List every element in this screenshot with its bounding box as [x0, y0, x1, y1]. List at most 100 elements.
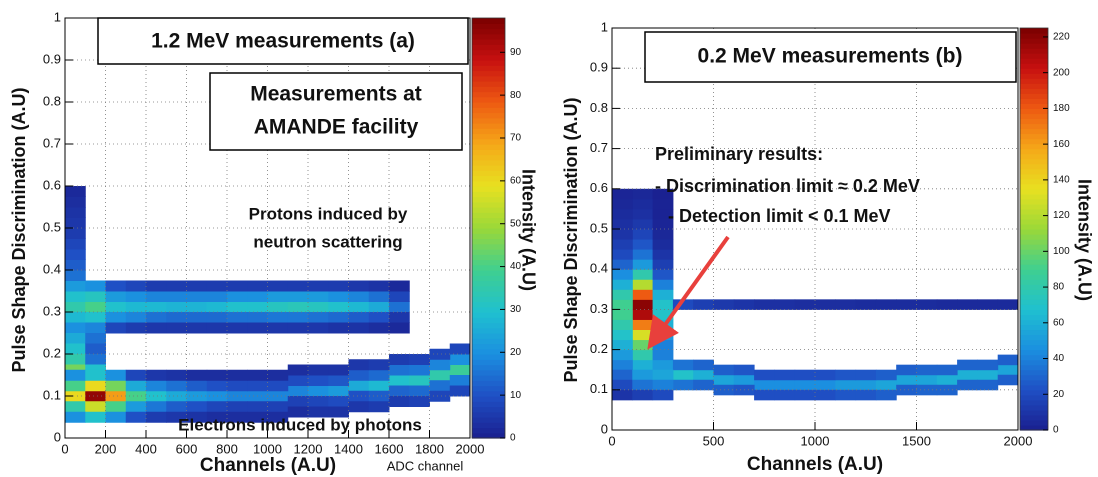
heat-cell	[936, 374, 958, 386]
heat-cell	[957, 359, 978, 371]
heat-cell	[186, 411, 208, 423]
heat-cell	[612, 309, 633, 320]
colorbar-slice	[472, 312, 505, 318]
heat-cell	[308, 291, 329, 302]
colorbar-slice	[1020, 163, 1048, 170]
heat-cell	[774, 369, 796, 381]
annotation: neutron scattering	[253, 232, 402, 251]
heat-cell	[125, 291, 147, 302]
colorbar-slice	[1020, 419, 1048, 426]
colorbar-tick-label: 200	[1053, 67, 1070, 78]
y-tick-label: 0.5	[590, 220, 608, 235]
heat-cell	[206, 280, 228, 292]
y-tick-label: 0.3	[43, 303, 61, 318]
heat-cell	[146, 390, 167, 402]
heat-cell	[308, 322, 329, 334]
heat-cell	[85, 312, 106, 323]
colorbar-slice	[472, 65, 505, 72]
panel-title: 1.2 MeV measurements (a)	[151, 30, 415, 53]
plot-frame	[611, 27, 1019, 431]
colorbar-slice	[472, 291, 505, 297]
colorbar-slice	[1020, 108, 1048, 115]
colorbar-slice	[1020, 229, 1048, 235]
heat-cell	[632, 218, 654, 230]
heat-cell	[348, 291, 370, 302]
heat-cell	[652, 198, 674, 210]
heat-cell	[612, 269, 633, 280]
heat-cell	[186, 390, 208, 402]
heat-cell	[774, 389, 796, 401]
heat-cell	[186, 380, 208, 392]
heat-cell	[957, 369, 978, 381]
heat-cell	[65, 217, 86, 229]
heat-cell	[105, 411, 127, 423]
x-tick-label: 0	[608, 433, 615, 448]
heat-cell	[166, 369, 187, 381]
colorbar-slice	[1020, 48, 1048, 54]
heat-cell	[85, 390, 106, 402]
heat-cell	[449, 354, 470, 365]
heat-cell	[206, 312, 228, 323]
heat-cell	[733, 374, 755, 386]
heat-cell	[652, 218, 674, 230]
heat-cell	[855, 299, 877, 310]
heat-cell	[85, 380, 106, 392]
heat-cell	[815, 389, 836, 401]
heat-cell	[449, 385, 470, 397]
colorbar-slice	[472, 191, 505, 198]
heat-cell	[368, 390, 390, 402]
colorbar-frame	[471, 17, 506, 439]
colorbar-slice	[472, 343, 505, 350]
colorbar-slice	[1020, 364, 1048, 371]
x-tick-label: 1400	[334, 441, 363, 456]
colorbar-slice	[1020, 234, 1048, 240]
heat-cell	[672, 359, 694, 371]
colorbar-slice	[1020, 178, 1048, 185]
colorbar-slice	[472, 306, 505, 313]
heat-cell	[206, 369, 228, 381]
heat-cell	[389, 396, 410, 407]
heat-cell	[896, 374, 917, 386]
heat-cell	[85, 369, 106, 381]
heat-cell	[146, 411, 167, 423]
heat-cell	[754, 369, 775, 381]
heat-cell	[429, 359, 451, 371]
colorbar-slice	[1020, 259, 1048, 265]
heat-cell	[267, 322, 289, 334]
x-axis-label: Channels (A.U)	[200, 455, 336, 476]
heat-cell	[287, 280, 309, 292]
colorbar-slice	[1020, 314, 1048, 321]
heat-cell	[247, 322, 268, 334]
heat-cell	[85, 301, 106, 313]
heat-cell	[348, 301, 370, 313]
heat-cell	[916, 384, 938, 396]
colorbar-slice	[1020, 43, 1048, 49]
heat-cell	[65, 270, 86, 281]
heat-cell	[227, 291, 248, 302]
colorbar-slice	[1020, 138, 1048, 145]
heat-cell	[146, 322, 167, 334]
heat-cell	[409, 375, 430, 386]
heat-cell	[247, 369, 268, 381]
y-tick-label: 0	[601, 421, 608, 436]
heat-cell	[612, 218, 633, 230]
heat-cell	[227, 369, 248, 381]
colorbar-slice	[1020, 38, 1048, 44]
heat-cell	[957, 379, 978, 391]
colorbar-slice	[1020, 279, 1048, 285]
heat-cell	[227, 411, 248, 423]
colorbar-slice	[472, 270, 505, 276]
heat-cell	[125, 322, 147, 334]
heat-cell	[287, 406, 309, 418]
heat-cell	[85, 343, 106, 355]
heat-cell	[936, 384, 958, 396]
heat-cell	[267, 411, 289, 423]
colorbar-slice	[1020, 264, 1048, 270]
colorbar-label: Intensity (A.U)	[518, 169, 538, 291]
heat-cell	[287, 322, 309, 334]
heat-cell	[409, 354, 430, 365]
colorbar-slice	[1020, 239, 1048, 245]
colorbar-tick-label: 220	[1053, 32, 1070, 43]
heat-cell	[166, 390, 187, 402]
heat-cell	[227, 301, 248, 313]
